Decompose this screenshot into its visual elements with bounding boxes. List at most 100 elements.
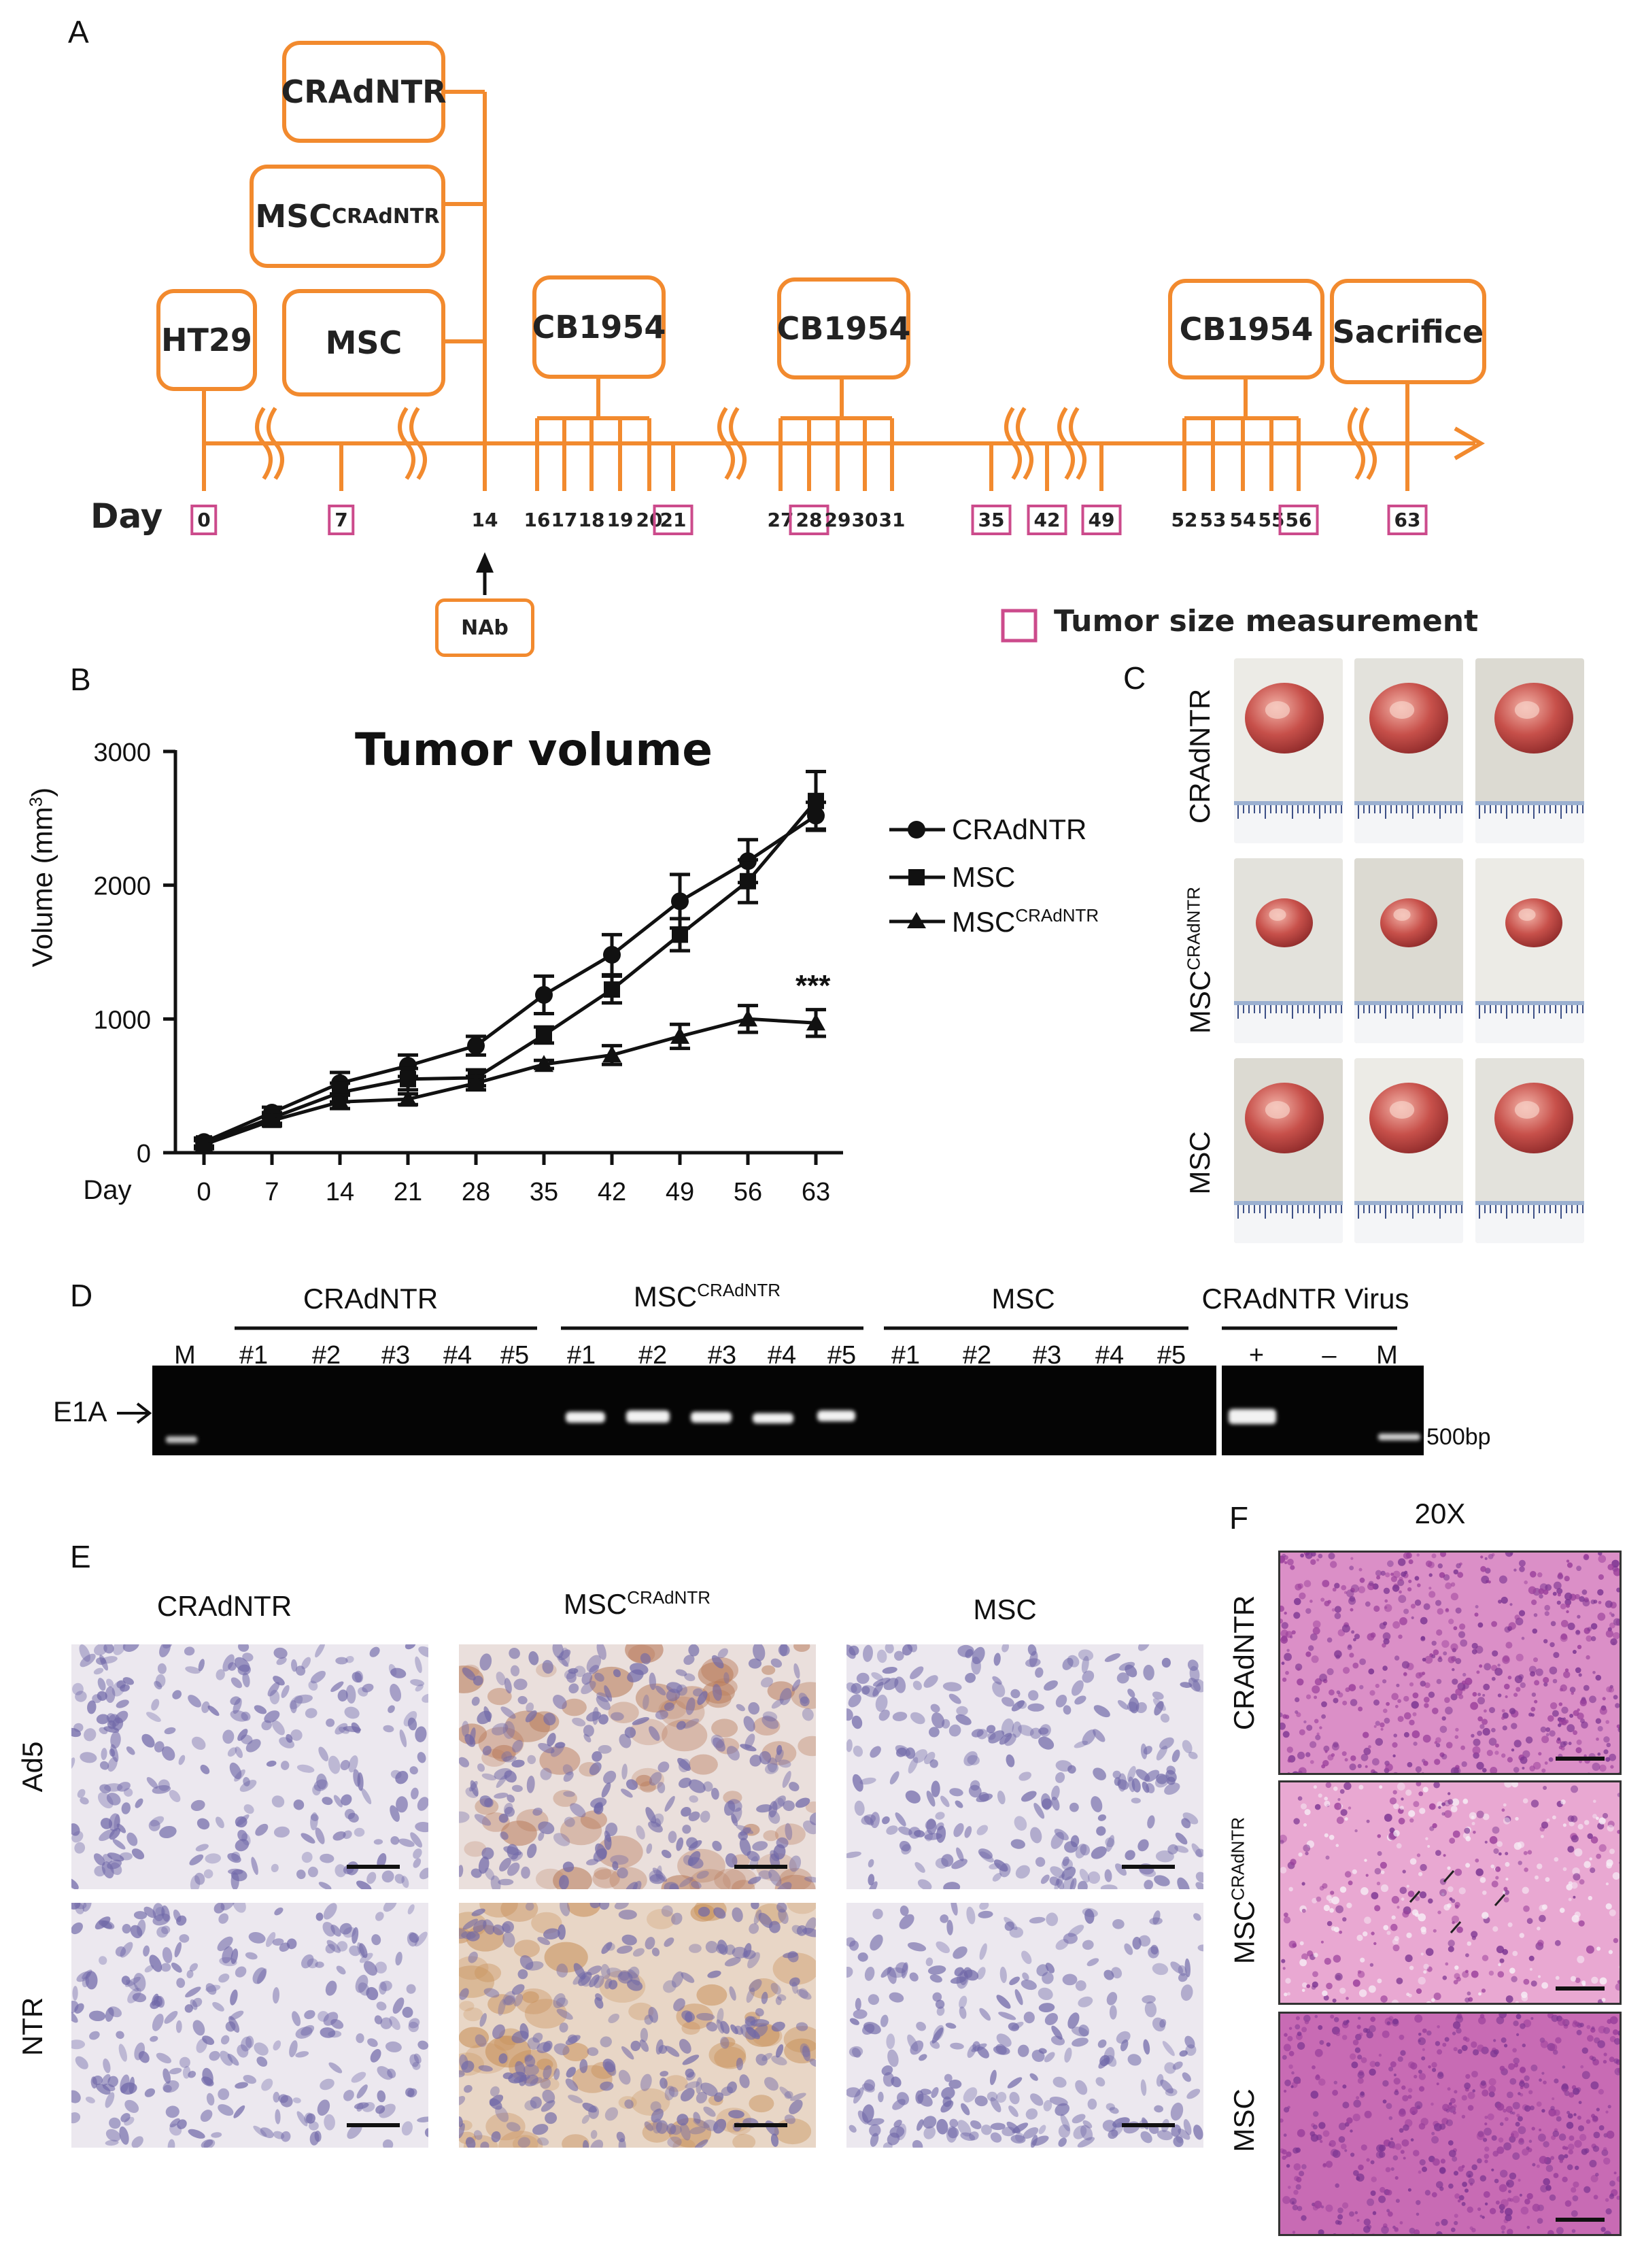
data-point-square: [604, 981, 620, 998]
legend-cradntr: CRAdNTR: [952, 813, 1087, 845]
timeline-day-18: 18: [578, 509, 605, 531]
measurement-legend-swatch: [1001, 609, 1038, 643]
scale-bar: [1556, 1757, 1605, 1761]
timeline-day-14: 14: [471, 509, 498, 531]
data-point-triangle: [602, 1045, 621, 1063]
gel-lane-sample: #1: [566, 1341, 596, 1370]
gel-lane-sample: #5: [827, 1341, 857, 1370]
gel-lane-sample: #5: [500, 1341, 530, 1370]
scale-bar: [347, 1865, 400, 1869]
timeline-day-16: 16: [524, 509, 551, 531]
gel-lane-sample: #5: [1157, 1341, 1186, 1370]
ihc-col-cradntr: CRAdNTR: [156, 1590, 292, 1622]
series-line-0: [203, 814, 817, 1144]
x-tick-label: 21: [394, 1178, 422, 1206]
band-msc-cradntr-2: [626, 1410, 670, 1423]
timeline-day-30: 30: [851, 509, 878, 531]
significance-marker: ***: [795, 969, 831, 1002]
timeline-day-31: 31: [878, 509, 906, 531]
tumor-photo: [1475, 658, 1584, 843]
gel-group-cradntr: CRAdNTR: [303, 1283, 439, 1315]
legend-triangle-marker: [907, 912, 926, 928]
band-positive-control: [1229, 1409, 1276, 1424]
timeline-day-56: 56: [1278, 505, 1319, 535]
tumor-photo: [1354, 1058, 1463, 1243]
panel-a-label: A: [68, 14, 89, 50]
panel-d-label: D: [70, 1278, 93, 1313]
ihc-micrograph: [71, 1903, 428, 2148]
band-msc-cradntr-4: [753, 1413, 793, 1423]
panel-b-label: B: [70, 662, 91, 697]
timeline-day-63: 63: [1387, 505, 1428, 535]
he-micrograph: [1278, 1551, 1622, 1775]
gel-lane-sample: #4: [1095, 1341, 1125, 1370]
band-msc-cradntr-3: [691, 1412, 732, 1423]
timeline-day-52: 52: [1171, 509, 1198, 531]
tumor-photo: [1354, 858, 1463, 1043]
data-point-triangle: [670, 1026, 689, 1044]
scale-bar: [1122, 1865, 1175, 1869]
data-point-triangle: [262, 1111, 281, 1128]
he-row-msc-cradntr: MSCCRAdNTR: [1227, 1816, 1261, 1965]
timeline-day-28: 28: [789, 505, 829, 535]
chart-xlabel: Day: [83, 1175, 131, 1205]
panel-e-label: E: [70, 1539, 91, 1574]
chart-legend-markers: [889, 821, 945, 928]
ihc-micrograph: [459, 1903, 816, 2148]
data-point-square: [536, 1026, 552, 1043]
legend-square-marker: [908, 869, 925, 885]
timeline-arrowhead: [1454, 426, 1485, 460]
timeline-day-21: 21: [653, 505, 693, 535]
box-ht29: HT29: [156, 289, 257, 391]
timeline-lines: [202, 90, 1485, 643]
gel-lane-sample: #2: [962, 1341, 992, 1370]
gel-lane-sample: #3: [381, 1341, 411, 1370]
panel-c-label: C: [1123, 660, 1146, 696]
timeline-day-53: 53: [1199, 509, 1227, 531]
gel-lane-negative: –: [1322, 1341, 1337, 1370]
box-msc-cradntr: MSC CRAdNTR: [250, 165, 445, 268]
he-row-cradntr: CRAdNTR: [1228, 1595, 1260, 1731]
y-tick-label: 0: [137, 1140, 151, 1168]
scale-bar: [734, 1865, 787, 1869]
gel-lane-sample: #2: [311, 1341, 341, 1370]
timeline-day-20: 20: [636, 509, 663, 531]
legend-msc: MSC: [952, 861, 1016, 893]
tumor-photo: [1354, 658, 1463, 843]
tumor-photo: [1234, 858, 1343, 1043]
data-point-triangle: [534, 1055, 553, 1072]
gel-lane-sample: #2: [638, 1341, 668, 1370]
data-point-circle: [399, 1057, 417, 1075]
box-cb1954-2: CB1954: [777, 277, 910, 379]
x-tick-label: 14: [326, 1178, 354, 1206]
ihc-micrograph: [71, 1644, 428, 1889]
data-point-triangle: [194, 1135, 213, 1153]
scale-bar: [734, 2123, 787, 2127]
x-tick-label: 42: [598, 1178, 626, 1206]
he-magnification: 20X: [1414, 1497, 1466, 1529]
gel-image: [152, 1366, 1424, 1455]
gel-lane-sample: #4: [443, 1341, 473, 1370]
gel-lane-positive: +: [1248, 1341, 1265, 1370]
x-tick-label: 63: [802, 1178, 830, 1206]
data-point-circle: [535, 985, 553, 1004]
scale-bar: [347, 2123, 400, 2127]
marker-band-right: [1378, 1434, 1420, 1440]
data-point-triangle: [466, 1073, 485, 1091]
y-tick-label: 3000: [93, 739, 151, 767]
scale-bar: [1556, 2218, 1605, 2222]
series-line-2: [203, 1017, 817, 1147]
gel-group-underlines: [235, 1326, 1397, 1330]
series-line-1: [203, 800, 817, 1145]
data-point-square: [808, 792, 824, 809]
data-point-square: [672, 926, 688, 943]
ihc-row-ad5: Ad5: [16, 1741, 48, 1793]
gel-lane-sample: #1: [239, 1341, 269, 1370]
x-tick-label: 56: [734, 1178, 762, 1206]
box-cradntr: CRAdNTR: [281, 41, 447, 143]
data-point-triangle: [330, 1092, 349, 1110]
day-title: Day: [90, 496, 163, 536]
timeline-day-17: 17: [551, 509, 578, 531]
timeline-day-29: 29: [824, 509, 851, 531]
